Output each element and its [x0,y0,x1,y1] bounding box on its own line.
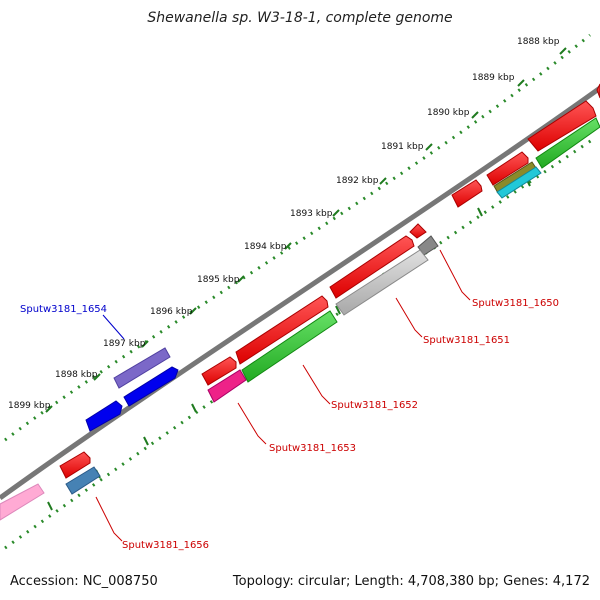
gene-labels: Sputw3181_1654 Sputw3181_1650 Sputw3181_… [20,298,559,551]
tick-labels: 1888 kbp 1889 kbp 1890 kbp 1891 kbp 1892… [8,37,560,411]
gene-feature [329,235,415,299]
tick-label: 1893 kbp [290,209,333,219]
gene-feature [527,100,597,152]
gene-feature [85,400,123,432]
gene-label-1652: Sputw3181_1652 [331,400,418,411]
gene-label-1656: Sputw3181_1656 [122,540,209,551]
gene-feature [335,249,429,316]
tick-label: 1898 kbp [55,370,98,380]
outer-major-ticks [45,47,567,413]
tick-label: 1892 kbp [336,176,379,186]
gene-feature [535,117,600,169]
tick-label: 1899 kbp [8,401,51,411]
gene-feature [451,179,483,208]
gene-label-1651: Sputw3181_1651 [423,335,510,346]
tick-label: 1889 kbp [472,73,515,83]
forward-genes [85,347,179,432]
callout-lines [95,249,471,542]
gene-feature [65,466,101,495]
tick-label: 1894 kbp [244,242,287,252]
map-title: Shewanella sp. W3-18-1, complete genome [147,10,453,26]
reverse-genes [0,83,600,521]
genome-summary-text: Topology: circular; Length: 4,708,380 bp… [232,574,590,589]
gene-label-1654: Sputw3181_1654 [20,304,107,315]
genome-backbone [0,85,600,501]
tick-label: 1896 kbp [150,307,193,317]
gene-feature [113,347,171,389]
gene-label-1653: Sputw3181_1653 [269,443,356,454]
gene-feature [0,483,45,521]
gene-feature [123,366,179,407]
gene-feature [486,151,529,186]
gene-feature [596,83,600,99]
gene-feature [409,223,427,239]
gene-feature [496,166,542,199]
gene-feature [235,295,329,365]
tick-label: 1895 kbp [197,275,240,285]
gene-feature [207,369,247,403]
gene-feature [59,451,91,479]
tick-label: 1890 kbp [427,108,470,118]
outer-tick-ring [4,33,591,442]
gene-feature [201,356,237,386]
gene-feature [241,310,338,383]
tick-label: 1888 kbp [517,37,560,47]
accession-text: Accession: NC_008750 [10,574,158,589]
tick-label: 1891 kbp [381,142,424,152]
tick-label: 1897 kbp [103,339,146,349]
gene-label-1650: Sputw3181_1650 [472,298,559,309]
